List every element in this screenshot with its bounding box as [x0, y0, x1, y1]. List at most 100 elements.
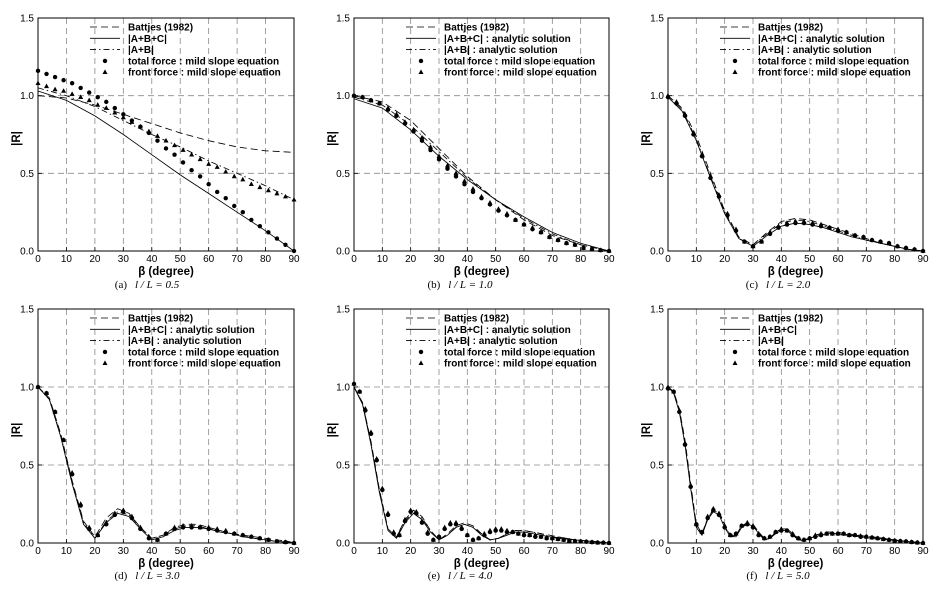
- x-axis-label: β (degree): [454, 266, 510, 278]
- chart-panel-5: 0 10 20 30 40 50 60 70 80 90 0.0 0.5 1.0 1.5 β (degree…: [327, 305, 615, 583]
- data-point-triangle: [759, 238, 764, 244]
- legend-label: |A+B+C| : analytic solution: [444, 325, 571, 336]
- data-point-triangle: [445, 162, 450, 168]
- data-point-circle: [428, 147, 433, 153]
- data-point-triangle: [231, 173, 237, 179]
- legend-marker-triangle: [732, 360, 738, 365]
- data-point-triangle: [163, 137, 169, 143]
- x-tick-label: 0: [665, 546, 671, 557]
- data-point-triangle: [844, 229, 849, 235]
- data-point-triangle: [154, 133, 160, 138]
- data-point-triangle: [385, 105, 391, 110]
- x-tick-label: 40: [776, 254, 788, 265]
- caption-parameter: l / L = 3.0: [135, 570, 180, 582]
- caption-label: (a): [115, 279, 128, 291]
- series-3: [667, 95, 924, 252]
- series-line: [37, 95, 295, 153]
- y-tick-label: 1.0: [20, 91, 34, 102]
- caption-label: (b): [427, 279, 440, 291]
- legend: Battjes (1982)|A+B+C||A+B|total force : …: [90, 23, 281, 79]
- x-tick-label: 80: [889, 546, 901, 557]
- legend-label: front force : mild slope equation: [128, 359, 281, 370]
- data-point-triangle: [282, 193, 288, 199]
- data-point-triangle: [807, 535, 813, 541]
- x-tick-label: 20: [89, 546, 101, 557]
- data-point-triangle: [282, 539, 288, 545]
- data-point-triangle: [419, 518, 425, 523]
- legend: Battjes (1982)|A+B+C| : analytic solutio…: [406, 23, 597, 79]
- data-point-triangle: [61, 88, 67, 93]
- data-point-triangle: [129, 119, 135, 124]
- legend-label: Battjes (1982): [758, 314, 823, 325]
- data-point-triangle: [430, 537, 436, 542]
- data-point-triangle: [396, 532, 402, 537]
- data-point-triangle: [693, 521, 699, 527]
- data-point-triangle: [606, 540, 612, 545]
- data-point-triangle: [129, 513, 135, 519]
- data-point-triangle: [413, 509, 419, 514]
- data-point-triangle: [493, 526, 499, 531]
- data-point-circle: [44, 71, 49, 77]
- x-tick-label: 50: [804, 254, 816, 265]
- caption-label: (e): [428, 570, 441, 582]
- x-tick-label: 0: [35, 254, 41, 265]
- data-point-triangle: [513, 217, 518, 222]
- data-point-triangle: [498, 526, 504, 531]
- data-point-triangle: [549, 535, 555, 541]
- legend-label: Battjes (1982): [758, 23, 823, 34]
- x-tick-label: 50: [490, 546, 502, 557]
- data-point-triangle: [767, 229, 773, 235]
- x-tick-label: 30: [118, 254, 130, 265]
- data-point-triangle: [35, 384, 41, 389]
- y-tick-label: 1.0: [650, 383, 664, 394]
- legend-marker-triangle: [418, 360, 424, 365]
- data-point-triangle: [532, 532, 538, 537]
- data-point-triangle: [487, 200, 493, 205]
- series-5: [665, 92, 926, 253]
- data-point-triangle: [671, 388, 677, 394]
- data-point-triangle: [665, 384, 671, 389]
- legend: Battjes (1982)|A+B+C||A+B|total force : …: [720, 314, 911, 370]
- caption-label: (c): [746, 279, 759, 291]
- x-tick-label: 90: [288, 254, 300, 265]
- data-point-triangle: [257, 535, 263, 541]
- series-line: [667, 386, 924, 544]
- data-point-triangle: [374, 455, 380, 461]
- data-point-triangle: [665, 92, 671, 98]
- data-point-triangle: [408, 507, 414, 513]
- legend-label: |A+B+C| : analytic solution: [758, 34, 885, 45]
- series-1: [37, 386, 295, 544]
- data-point-triangle: [112, 510, 118, 516]
- data-point-triangle: [447, 519, 453, 525]
- y-axis-label: |R|: [641, 131, 653, 146]
- x-tick-label: 20: [719, 546, 731, 557]
- data-point-triangle: [886, 537, 892, 542]
- data-point-triangle: [521, 530, 527, 536]
- plot-frame: [667, 17, 924, 252]
- x-tick-label: 20: [405, 546, 417, 557]
- series-line: [37, 386, 295, 544]
- data-point-triangle: [172, 524, 178, 530]
- caption-label: (d): [114, 570, 127, 582]
- data-point-triangle: [909, 539, 915, 544]
- x-tick-label: 30: [433, 254, 445, 265]
- y-tick-label: 1.5: [650, 305, 664, 316]
- x-tick-label: 60: [832, 254, 844, 265]
- data-point-triangle: [852, 532, 858, 537]
- data-point-triangle: [682, 440, 688, 445]
- data-point-triangle: [464, 532, 470, 537]
- data-point-triangle: [598, 247, 603, 253]
- data-point-triangle: [436, 153, 442, 159]
- data-point-triangle: [869, 237, 875, 242]
- data-point-triangle: [920, 248, 926, 253]
- data-point-triangle: [35, 80, 41, 86]
- data-point-triangle: [112, 109, 118, 115]
- x-tick-label: 10: [691, 254, 703, 265]
- data-point-triangle: [761, 535, 767, 541]
- data-point-triangle: [875, 535, 881, 541]
- data-point-circle: [283, 242, 288, 247]
- data-point-triangle: [767, 533, 773, 539]
- legend-label: front force : mild slope equation: [444, 68, 597, 79]
- data-point-triangle: [595, 539, 601, 545]
